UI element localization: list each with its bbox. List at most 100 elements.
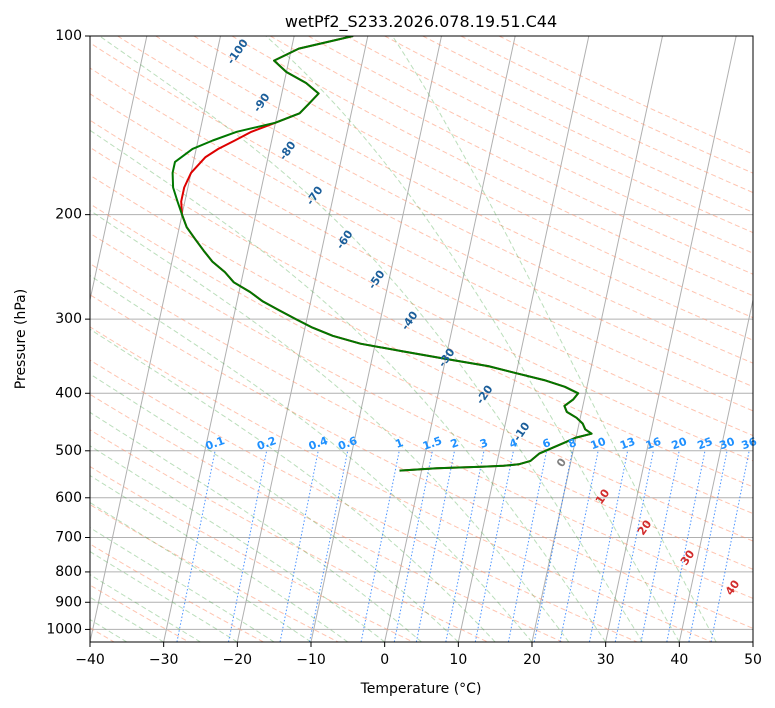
mixing-ratio-label: 1.5	[421, 434, 444, 453]
mixing-ratio-label: 30	[718, 435, 737, 453]
y-tick-label: 600	[55, 490, 82, 506]
adiabat-label: -60	[334, 228, 356, 252]
mixing-ratio-label: 3	[478, 436, 490, 451]
isotherm-line	[457, 36, 590, 642]
dry-adiabat	[384, 36, 753, 213]
moist-adiabat	[90, 596, 164, 642]
y-tick-label: 300	[55, 311, 82, 327]
dry-adiabat	[498, 36, 753, 155]
temperature-profile	[180, 36, 593, 472]
moist-adiabat	[90, 129, 607, 642]
moist-adiabat	[90, 209, 570, 642]
mixing-ratio-line	[228, 449, 268, 642]
mixing-ratio-line	[176, 449, 216, 642]
y-tick-label: 900	[55, 594, 82, 610]
moist-adiabat	[90, 550, 238, 642]
mixing-ratio-labels: 0.1 0.2 0.4 0.6 1 1.5 2 3 4 6 8 10 13 16 20 25 30 36	[204, 434, 759, 453]
moist-adiabat	[90, 328, 496, 642]
dry-adiabat	[90, 67, 753, 412]
x-tick-label: −40	[75, 652, 105, 668]
adiabat-label: 10	[593, 486, 613, 506]
mixing-ratio-line	[445, 449, 485, 642]
mixing-ratio-line	[559, 449, 599, 642]
mixing-ratio-label: 16	[644, 435, 663, 453]
isotherm-line	[90, 36, 221, 642]
isotherm-line	[236, 36, 369, 642]
mixing-ratio-line	[415, 449, 456, 642]
mixing-ratio-label: 13	[618, 435, 637, 452]
mixing-ratio-line	[474, 449, 515, 642]
isotherm-line	[531, 36, 663, 642]
y-axis-ticks: 100 200 300 400 500 600 700 800 900 1000	[46, 28, 90, 637]
isotherm-line	[90, 36, 148, 303]
isotherm-line	[752, 639, 753, 642]
dry-adiabats	[90, 36, 753, 642]
isotherm-line	[0, 36, 73, 642]
adiabat-label: 40	[723, 577, 743, 597]
y-tick-label: 200	[55, 207, 82, 223]
dry-adiabat	[90, 93, 753, 437]
skewed-isotherms	[0, 36, 753, 642]
dry-adiabat	[90, 326, 712, 642]
dry-adiabat	[346, 36, 753, 234]
y-tick-label: 100	[55, 28, 82, 44]
adiabat-label: 30	[678, 547, 698, 567]
mixing-ratio-label: 36	[740, 435, 759, 453]
y-tick-label: 700	[55, 530, 82, 546]
dry-adiabat	[90, 203, 753, 542]
x-tick-label: 10	[449, 652, 467, 668]
plot-frame	[89, 35, 754, 643]
isotherm-line	[163, 36, 295, 642]
mixing-ratio-label: 1	[393, 436, 405, 451]
dry-adiabat	[90, 465, 414, 642]
adiabat-label: -20	[474, 383, 496, 407]
y-axis-label: Pressure (hPa)	[13, 289, 29, 389]
mixing-ratio-line	[688, 449, 728, 642]
moist-adiabat	[265, 36, 680, 642]
x-tick-label: 20	[523, 652, 541, 668]
x-tick-label: −30	[149, 652, 179, 668]
sounding-profiles	[171, 36, 593, 472]
dry-adiabat	[90, 429, 488, 642]
mixing-ratio-label: 6	[541, 436, 553, 451]
mixing-ratio-line	[309, 449, 349, 642]
mixing-ratio-line	[533, 449, 574, 642]
x-tick-label: 0	[380, 652, 389, 668]
mixing-ratio-line	[666, 449, 706, 642]
mixing-ratio-label: 25	[696, 435, 715, 452]
reference-lines	[0, 36, 753, 642]
dewpoint-profile	[171, 36, 593, 472]
mixing-ratio-lines	[176, 449, 750, 642]
y-tick-label: 500	[55, 443, 82, 459]
moist-adiabat	[90, 574, 201, 642]
adiabat-label: -100	[224, 36, 251, 66]
dry-adiabat	[231, 36, 753, 297]
adiabat-label: 20	[635, 517, 655, 537]
mixing-ratio-line	[360, 449, 400, 642]
mixing-ratio-line	[393, 449, 434, 642]
x-axis-label: Temperature (°C)	[360, 681, 482, 697]
chart-title: wetPf2_S233.2026.078.19.51.C44	[285, 12, 557, 32]
dry-adiabat	[155, 36, 753, 341]
y-tick-label: 400	[55, 385, 82, 401]
mixing-ratio-label: 0.6	[336, 434, 359, 453]
x-tick-label: 50	[744, 652, 762, 668]
mixing-ratio-label: 0.4	[307, 434, 330, 453]
moist-adiabat	[90, 445, 385, 642]
mixing-ratio-line	[588, 449, 629, 642]
isobar-gridlines	[90, 36, 753, 630]
dry-adiabat	[90, 294, 753, 629]
mixing-ratio-label: 2	[449, 436, 461, 451]
mixing-ratio-label: 0.1	[204, 434, 227, 453]
y-tick-label: 800	[55, 564, 82, 580]
mixing-ratio-label: 10	[589, 435, 608, 453]
moist-adiabat	[90, 474, 349, 642]
dry-adiabat	[90, 119, 753, 462]
isotherm-line	[605, 36, 737, 642]
dry-adiabat	[90, 359, 638, 642]
mixing-ratio-line	[279, 449, 319, 642]
mixing-ratio-label: 4	[508, 436, 520, 451]
x-tick-label: 40	[670, 652, 688, 668]
y-tick-label: 1000	[46, 621, 82, 637]
